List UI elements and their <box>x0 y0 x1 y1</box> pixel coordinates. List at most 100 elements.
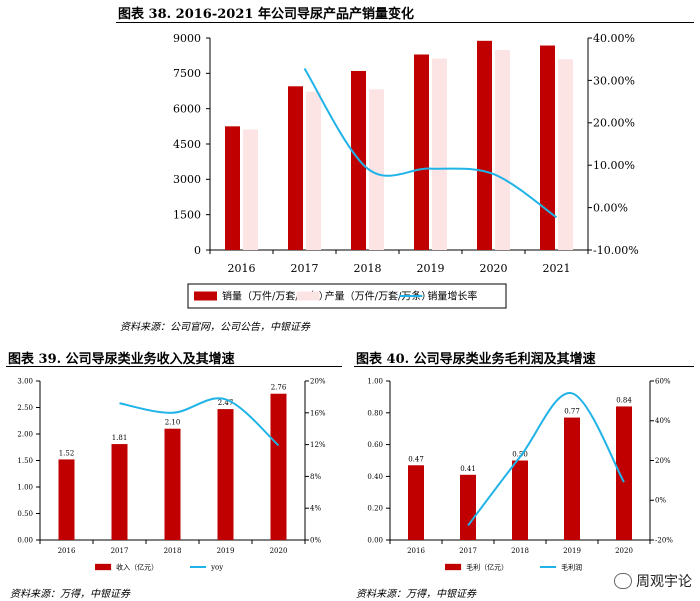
y2-tick-label: 12% <box>310 441 326 449</box>
bar <box>217 409 234 540</box>
chart40-source: 资料来源：万得，中银证券 <box>356 589 476 600</box>
legend-label: 毛利（亿元） <box>466 562 508 571</box>
bar <box>408 465 424 540</box>
watermark: 周观宇论 <box>614 571 692 591</box>
bar <box>288 86 303 251</box>
x-tick-label: 2017 <box>291 262 319 275</box>
bar <box>111 444 128 540</box>
bar <box>369 89 384 251</box>
legend-swatch <box>194 291 217 301</box>
chart38-source: 资料来源：公司官网，公司公告，中银证券 <box>120 322 310 333</box>
y2-tick-label: 30.00% <box>593 74 635 87</box>
legend-label: 收入（亿元） <box>116 562 158 571</box>
legend-swatch <box>95 563 112 571</box>
y-tick-label: 0.00 <box>367 536 383 544</box>
bar-value-label: 1.81 <box>112 434 128 442</box>
chart40-plot: 0.00 0.20 0.40 0.60 0.80 1.00 -20% 0% 20% 40% 60% 2… <box>367 377 673 571</box>
legend-swatch <box>296 291 320 301</box>
chart38-title-rule <box>116 22 694 23</box>
growth-line <box>467 392 625 527</box>
bar <box>558 59 573 251</box>
x-tick-label: 2020 <box>615 547 633 555</box>
bar <box>414 54 429 250</box>
y2-tick-label: 0% <box>310 536 321 544</box>
bar <box>460 474 476 540</box>
y2-tick-label: 8% <box>310 473 321 481</box>
x-tick-label: 2018 <box>511 547 529 555</box>
y-tick-label: 0.20 <box>367 505 383 513</box>
y-tick-label: 1.00 <box>17 483 33 491</box>
bar-value-label: 0.84 <box>616 396 632 404</box>
x-tick-label: 2019 <box>217 547 235 555</box>
bar-value-label: 0.50 <box>512 451 528 459</box>
y-tick-label: 1.00 <box>367 377 383 385</box>
y-tick-label: 0.60 <box>367 441 383 449</box>
y2-tick-label: 0% <box>655 497 666 505</box>
chart39-title-rule <box>6 366 342 367</box>
x-tick-label: 2016 <box>407 547 425 555</box>
legend-label: yoy <box>210 563 223 571</box>
bar-value-label: 0.77 <box>564 408 580 416</box>
bar <box>58 459 75 540</box>
y-tick-label: 0.50 <box>17 510 33 518</box>
y2-tick-label: 20% <box>310 377 326 385</box>
y2-tick-label: 40% <box>655 417 671 425</box>
y-tick-label: 2.00 <box>17 430 33 438</box>
legend-label: 毛利润 <box>561 562 582 571</box>
bar <box>540 45 555 250</box>
bar-value-label: 2.47 <box>218 399 234 407</box>
y-tick-label: 3000 <box>173 173 201 186</box>
y2-tick-label: 4% <box>310 505 321 513</box>
growth-line <box>119 397 280 447</box>
legend-swatch <box>445 563 462 571</box>
bar <box>564 417 580 540</box>
y-tick-label: 1500 <box>173 209 201 222</box>
y-tick-label: 7500 <box>173 67 201 80</box>
y-tick-label: 0.80 <box>367 409 383 417</box>
x-tick-label: 2020 <box>480 262 508 275</box>
bar <box>477 40 492 251</box>
x-tick-label: 2018 <box>354 262 382 275</box>
bar-value-label: 0.41 <box>460 465 476 473</box>
y2-tick-label: 40.00% <box>593 32 635 45</box>
bar <box>270 393 287 540</box>
bar-value-label: 0.47 <box>408 455 424 463</box>
legend-label: 产量（万件/万套/万条） <box>325 290 432 303</box>
bar <box>306 91 321 250</box>
x-tick-label: 2016 <box>58 547 76 555</box>
chart39-plot: 0.00 0.50 1.00 1.50 2.00 2.50 3.00 0% 4% 8% 12% 16%… <box>17 377 326 571</box>
y2-tick-label: -20% <box>655 536 673 544</box>
bar <box>225 126 240 250</box>
bar-value-label: 2.10 <box>165 419 181 427</box>
y-tick-label: 6000 <box>173 103 201 116</box>
bar <box>164 428 181 540</box>
x-tick-label: 2020 <box>270 547 288 555</box>
y-tick-label: 0.40 <box>367 473 383 481</box>
bar <box>243 129 258 250</box>
bar <box>616 406 632 540</box>
bar <box>432 58 447 250</box>
wechat-icon <box>614 573 632 589</box>
legend-box <box>187 283 507 309</box>
y-tick-label: 1.50 <box>17 457 33 465</box>
bar-value-label: 1.52 <box>59 449 75 457</box>
y2-tick-label: 16% <box>310 409 326 417</box>
chart39-title: 图表 39. 公司导尿类业务收入及其增速 <box>8 352 235 367</box>
chart40-title: 图表 40. 公司导尿类业务毛利润及其增速 <box>356 352 596 367</box>
legend-label: 销量增长率 <box>427 290 477 303</box>
y-tick-label: 0.00 <box>17 536 33 544</box>
chart40-title-rule <box>354 366 694 367</box>
y-tick-label: 4500 <box>173 138 201 151</box>
y-tick-label: 0 <box>194 244 201 257</box>
y2-tick-label: 10.00% <box>593 159 635 172</box>
x-tick-label: 2018 <box>164 547 182 555</box>
bar <box>495 50 510 250</box>
x-tick-label: 2019 <box>563 547 581 555</box>
chart38-plot: 0 1500 3000 4500 6000 7500 9000 -10.00% 0.00% 10.… <box>173 32 639 309</box>
x-tick-label: 2021 <box>543 262 571 275</box>
x-tick-label: 2017 <box>111 547 129 555</box>
bar <box>512 460 528 540</box>
x-tick-label: 2016 <box>228 262 256 275</box>
y-tick-label: 9000 <box>173 32 201 45</box>
chart39-source: 资料来源：万得，中银证券 <box>10 589 130 600</box>
